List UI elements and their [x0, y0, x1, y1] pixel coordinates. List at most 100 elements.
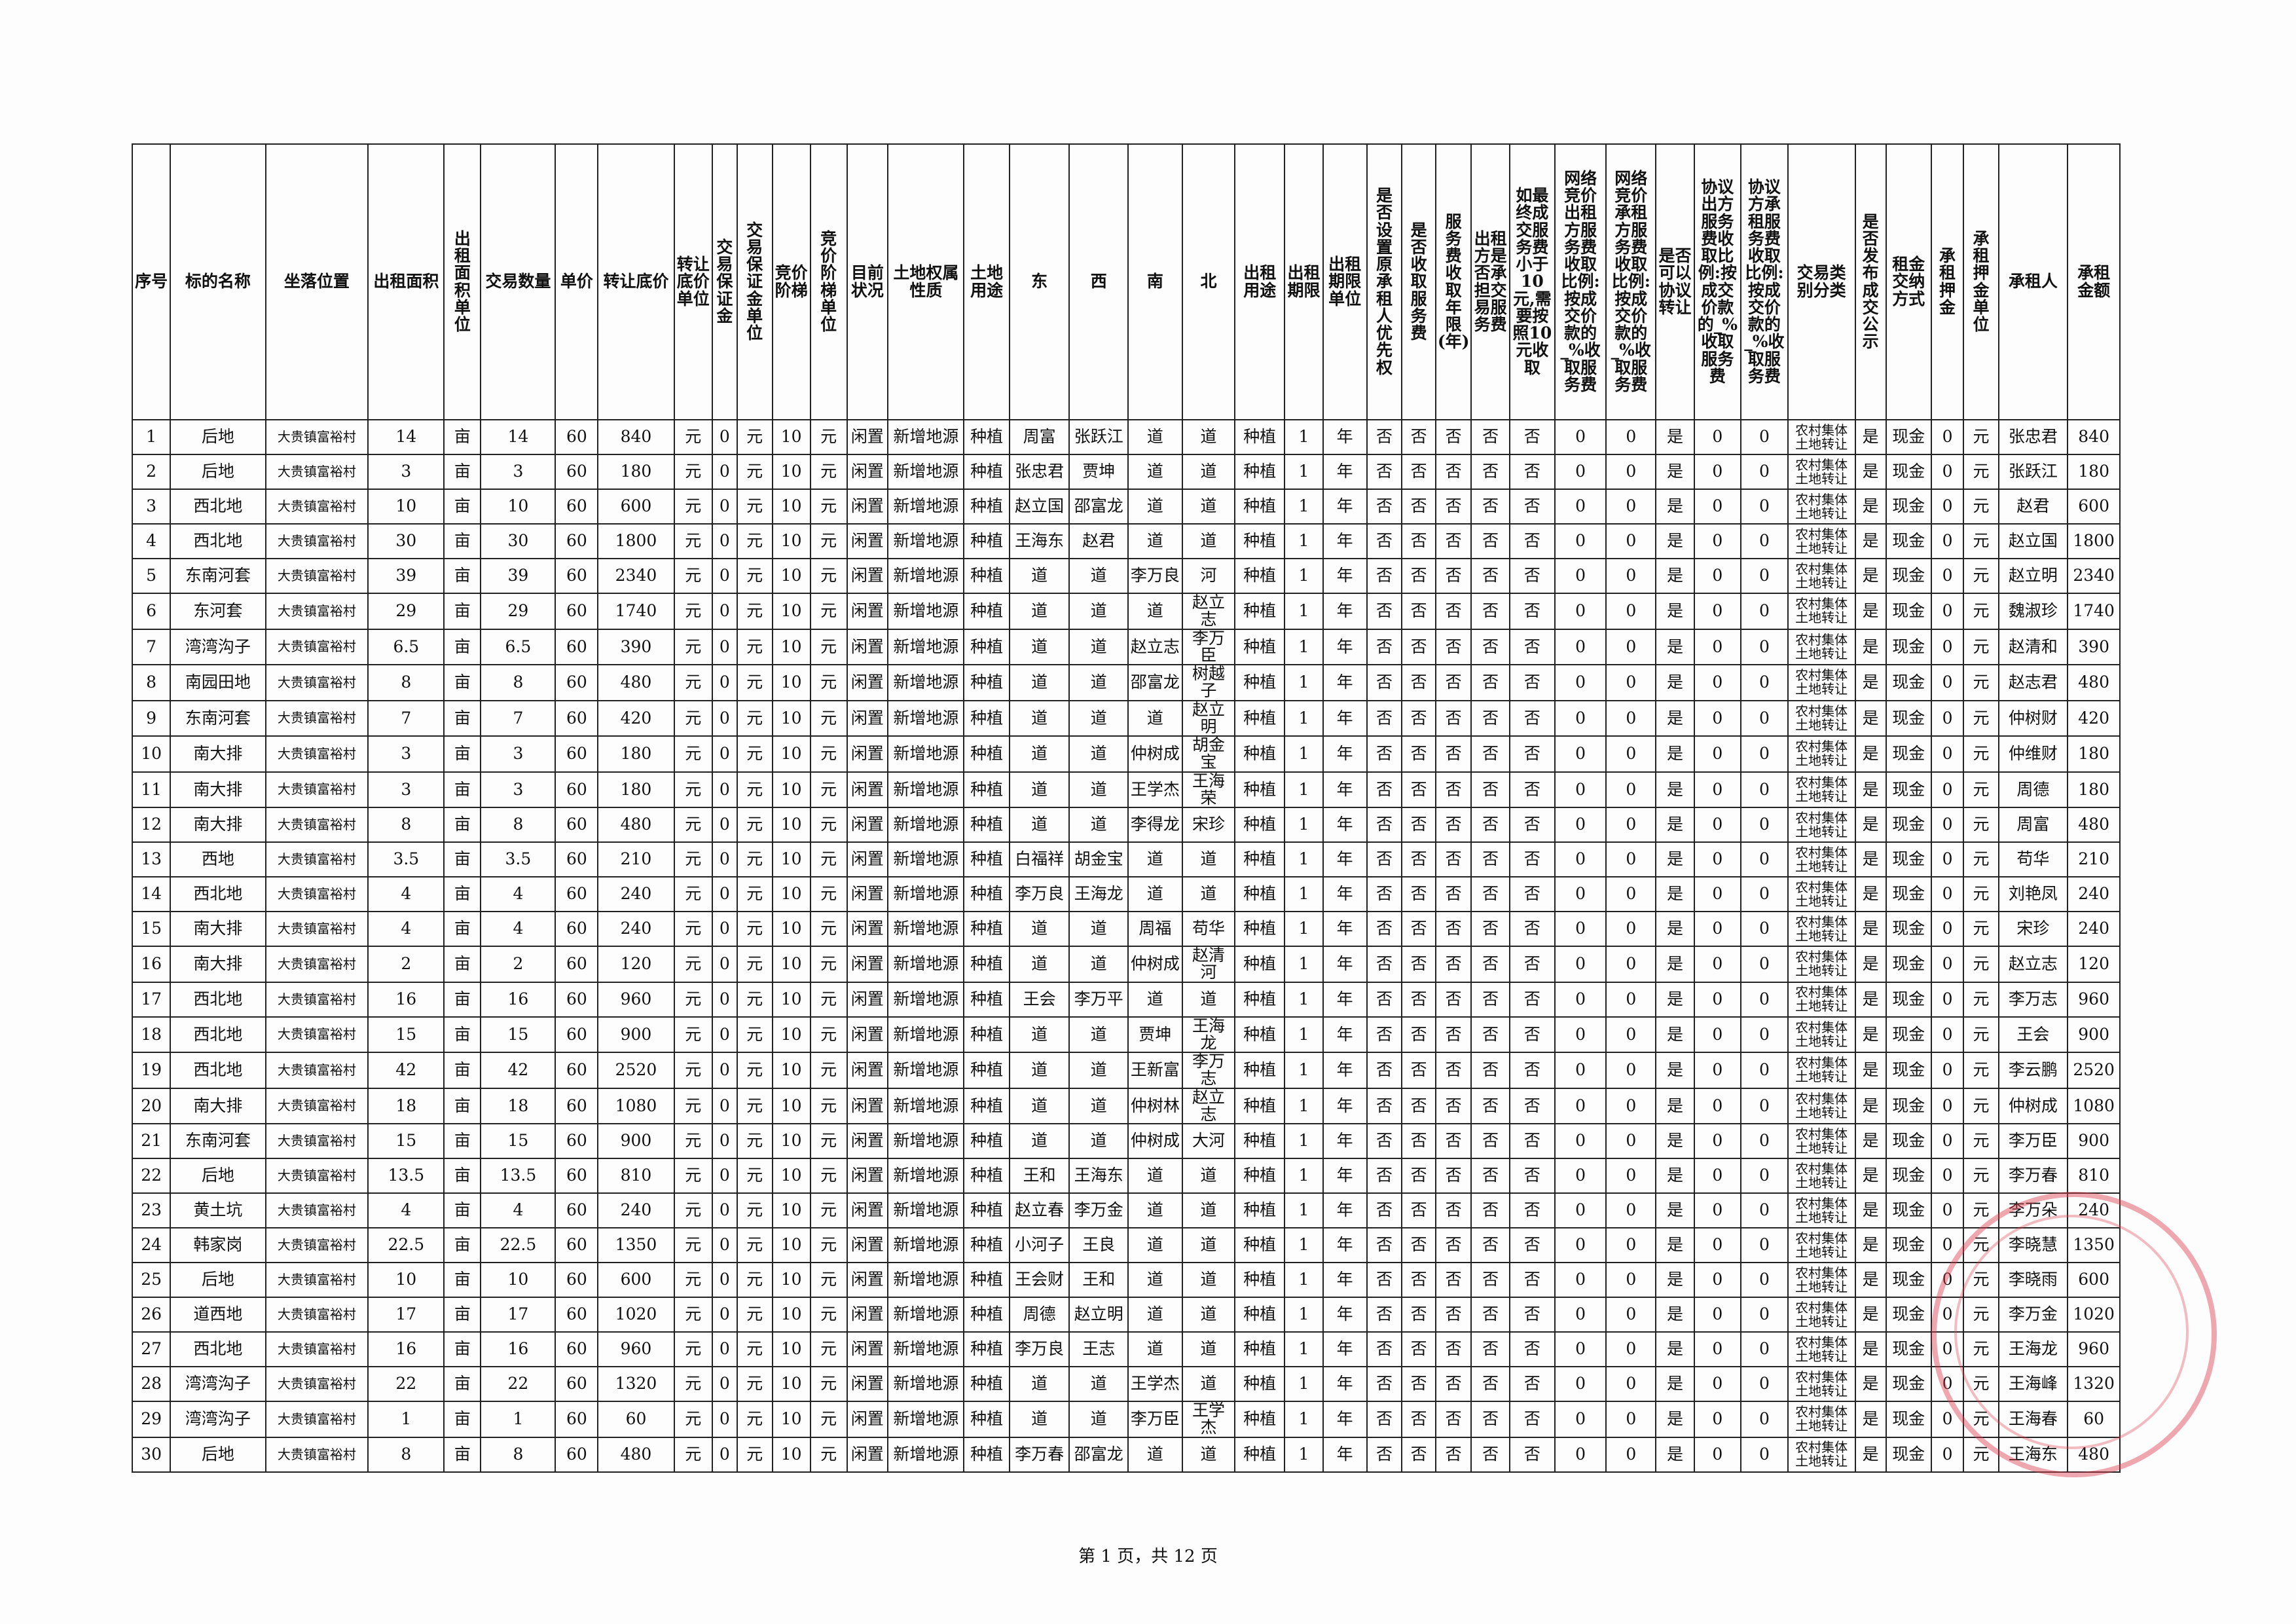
- table-cell: 道: [1127, 523, 1183, 559]
- table-cell: 亩: [443, 558, 482, 594]
- table-cell: 李万臣: [1997, 1123, 2068, 1159]
- table-cell: 元: [673, 1087, 713, 1124]
- table-cell: 现金: [1885, 1436, 1932, 1473]
- table-cell: 否: [1508, 1227, 1556, 1263]
- table-cell: 大贵镇富裕村: [264, 1262, 369, 1298]
- table-cell: 0: [1693, 489, 1742, 525]
- table-cell: 0: [1930, 628, 1965, 665]
- table-cell: 元: [736, 911, 773, 947]
- table-cell: 元: [809, 1192, 848, 1228]
- table-cell: 0: [711, 1087, 738, 1124]
- table-cell: 新增地源: [887, 558, 965, 594]
- table-cell: 0: [1740, 841, 1789, 877]
- table-cell: 否: [1470, 807, 1510, 843]
- table-cell: 480: [2066, 664, 2121, 701]
- table-cell: 0: [1930, 454, 1965, 490]
- table-cell: 元: [673, 946, 713, 983]
- table-cell: 60: [555, 981, 599, 1018]
- table-cell: 0: [711, 1192, 738, 1228]
- table-cell: 9: [131, 699, 172, 737]
- table-cell: 亩: [443, 1401, 482, 1438]
- header-cell: 坐落位置: [264, 143, 369, 420]
- table-row: 6 东河套 大贵镇富裕村 29 亩 29 60 1740 元 0 元 10 元闲置 新增地源 种植道道道赵立…: [131, 593, 2121, 630]
- table-cell: 新增地源: [887, 1087, 965, 1124]
- table-cell: 现金: [1885, 735, 1932, 773]
- table-cell: 16: [131, 946, 172, 983]
- table-cell: 否: [1366, 981, 1403, 1018]
- table-cell: 480: [2066, 807, 2121, 843]
- table-cell: 否: [1401, 419, 1436, 455]
- table-cell: 现金: [1885, 454, 1932, 490]
- table-cell: 种植: [1234, 1016, 1286, 1053]
- table-cell: 种植: [1234, 807, 1286, 843]
- table-cell: 年: [1322, 454, 1368, 490]
- table-cell: 3: [131, 489, 172, 525]
- table-cell: 农村集体土地转让: [1787, 1297, 1856, 1333]
- table-cell: 大贵镇富裕村: [264, 946, 369, 983]
- table-cell: 24: [131, 1227, 172, 1263]
- table-cell: 道: [1068, 946, 1129, 983]
- table-cell: 元: [809, 1158, 848, 1194]
- table-cell: 种植: [963, 699, 1010, 737]
- table-cell: 60: [555, 1436, 599, 1473]
- header-cell: 出租方是否承担交易服务费: [1470, 143, 1510, 420]
- table-cell: 0: [1693, 876, 1742, 912]
- table-cell: 8: [131, 664, 172, 701]
- table-cell: 42: [367, 1052, 445, 1089]
- table-cell: 0: [1740, 946, 1789, 983]
- table-cell: 22.5: [480, 1227, 556, 1263]
- table-cell: 4: [480, 876, 556, 912]
- table-cell: 元: [673, 1262, 713, 1298]
- table-cell: 南大排: [170, 911, 266, 947]
- table-cell: 白福祥: [1008, 841, 1070, 877]
- table-cell: 2340: [597, 558, 675, 594]
- table-cell: 10: [480, 1262, 556, 1298]
- table-cell: 农村集体土地转让: [1787, 1366, 1856, 1402]
- table-cell: 840: [597, 419, 675, 455]
- table-cell: 种植: [963, 735, 1010, 773]
- table-cell: 西北地: [170, 876, 266, 912]
- table-cell: 0: [711, 454, 738, 490]
- table-cell: 0: [711, 664, 738, 701]
- table-cell: 4: [367, 876, 445, 912]
- table-cell: 元: [736, 807, 773, 843]
- table-cell: 否: [1401, 1297, 1436, 1333]
- table-cell: 0: [711, 1331, 738, 1367]
- table-cell: 是: [1854, 1262, 1887, 1298]
- table-cell: 22.5: [367, 1227, 445, 1263]
- table-cell: 闲置: [846, 1331, 889, 1367]
- table-cell: 1: [1284, 911, 1324, 947]
- table-cell: 现金: [1885, 1192, 1932, 1228]
- table-cell: 0: [1554, 664, 1607, 701]
- table-cell: 亩: [443, 1436, 482, 1473]
- table-cell: 1: [1284, 1158, 1324, 1194]
- table-cell: 0: [1693, 1262, 1742, 1298]
- table-cell: 是: [1655, 419, 1695, 455]
- table-cell: 否: [1434, 946, 1472, 983]
- table-cell: 是: [1655, 558, 1695, 594]
- table-cell: 0: [1554, 1366, 1607, 1402]
- table-cell: 种植: [1234, 1331, 1286, 1367]
- table-cell: 元: [809, 876, 848, 912]
- table-cell: 1080: [597, 1087, 675, 1124]
- table-cell: 闲置: [846, 558, 889, 594]
- header-cell: 承租金额: [2066, 143, 2121, 420]
- table-cell: 390: [2066, 628, 2121, 665]
- table-cell: 道: [1068, 1087, 1129, 1124]
- table-row: 24 韩家岗 大贵镇富裕村 22.5 亩 22.5 60 1350 元 0 元 10 元闲置 新增地源 种植…: [131, 1227, 2121, 1263]
- table-cell: 是: [1854, 876, 1887, 912]
- table-row: 30 后地 大贵镇富裕村 8 亩 8 60 480 元 0 元 10 元闲置 新增地源 种植 李万春 邵富龙道道…: [131, 1436, 2121, 1473]
- table-cell: 否: [1401, 841, 1436, 877]
- table-cell: 赵立志: [1181, 593, 1236, 630]
- table-cell: 大贵镇富裕村: [264, 1123, 369, 1159]
- table-cell: 是: [1854, 454, 1887, 490]
- table-row: 21 东南河套 大贵镇富裕村 15 亩 15 60 900 元 0 元 10 元闲置 新增地源 种植道道仲树…: [131, 1123, 2121, 1159]
- table-cell: 1: [1284, 735, 1324, 773]
- table-cell: 0: [711, 558, 738, 594]
- table-cell: 刘艳凤: [1997, 876, 2068, 912]
- table-cell: 王海龙: [1181, 1016, 1236, 1053]
- table-cell: 元: [736, 419, 773, 455]
- table-cell: 元: [736, 1366, 773, 1402]
- table-cell: 东南河套: [170, 558, 266, 594]
- table-cell: 0: [1740, 1192, 1789, 1228]
